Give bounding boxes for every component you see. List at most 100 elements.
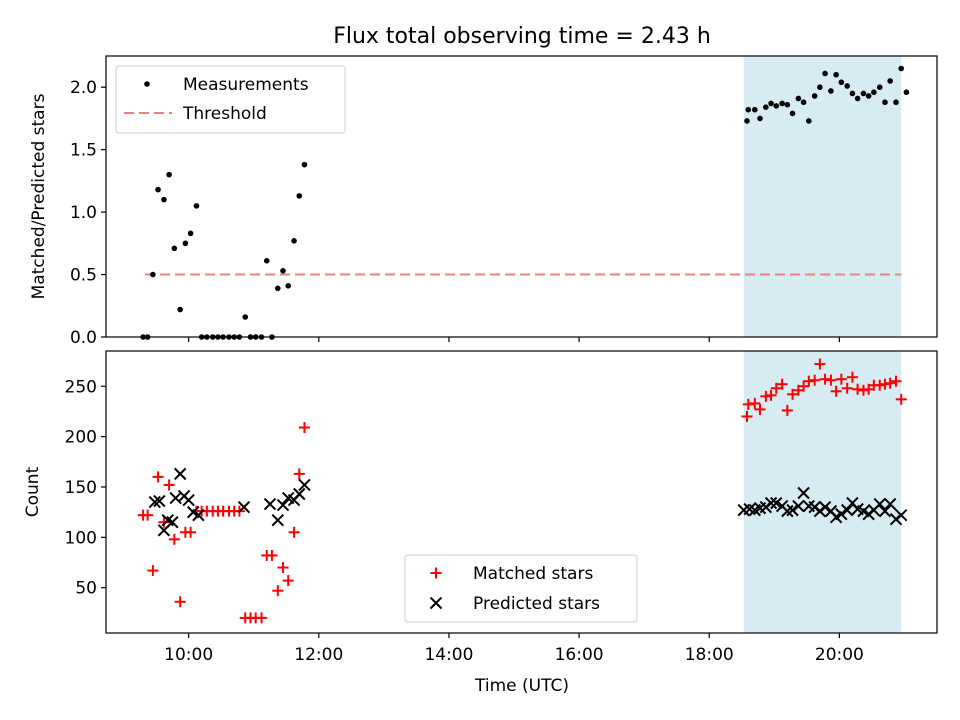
legend-predicted-label: Predicted stars xyxy=(473,594,600,614)
measurement-point xyxy=(800,99,807,106)
predicted-star-point xyxy=(263,497,277,511)
count-panel-frame xyxy=(105,350,938,634)
measurement-point xyxy=(296,193,303,199)
measurement-point xyxy=(828,88,834,94)
matched-star-point xyxy=(819,373,831,385)
measurement-point xyxy=(182,240,189,247)
predicted-star-point xyxy=(818,500,832,514)
predicted-star-point xyxy=(873,497,886,511)
x-axis-label: Time (UTC) xyxy=(474,676,569,696)
y-tick-label: 0.0 xyxy=(70,328,97,348)
matched-star-point xyxy=(174,596,186,608)
matched-star-point xyxy=(787,388,799,400)
count-panel: 50 100 150 200 250 10:00 12:00 14:00 16:00 18:00… xyxy=(23,350,938,696)
measurement-point xyxy=(887,78,893,84)
predicted-star-point xyxy=(797,486,810,500)
predicted-star-point xyxy=(271,513,285,527)
matched-star-point xyxy=(852,383,864,395)
y-tick-label: 1.5 xyxy=(70,141,97,161)
matched-star-point xyxy=(277,562,289,574)
legend-matched-marker xyxy=(430,567,442,579)
matched-star-point xyxy=(754,403,766,415)
predicted-star-point xyxy=(166,516,179,529)
matched-star-point xyxy=(293,468,305,480)
legend-predicted-marker xyxy=(429,596,443,610)
predicted-star-point xyxy=(276,498,290,512)
x-tick-label: 10:00 xyxy=(164,645,213,665)
matched-star-point xyxy=(158,516,170,528)
matched-star-point xyxy=(770,382,782,394)
measurement-point xyxy=(811,93,818,99)
y-tick-label: 200 xyxy=(65,428,97,448)
y-tick-label: 50 xyxy=(75,579,97,599)
measurement-point xyxy=(806,118,812,124)
x-tick-label: 12:00 xyxy=(294,645,343,665)
measurement-point xyxy=(745,106,752,113)
predicted-star-point xyxy=(173,467,187,481)
measurement-point xyxy=(822,70,828,77)
count-legend: Matched stars Predicted stars xyxy=(404,554,638,623)
predicted-star-point xyxy=(153,494,166,508)
measurement-point xyxy=(784,101,791,108)
measurement-point xyxy=(150,271,156,278)
predicted-star-points xyxy=(148,467,908,537)
ratio-y-axis-label: Matched/Predicted stars xyxy=(29,93,49,299)
measurement-point xyxy=(882,99,888,106)
measurement-point xyxy=(898,65,905,72)
matched-star-point xyxy=(266,549,278,561)
measurement-point xyxy=(773,103,780,109)
predicted-star-point xyxy=(148,495,162,509)
matched-star-point xyxy=(776,378,788,390)
matched-star-point xyxy=(809,374,821,386)
ratio-panel-frame xyxy=(105,55,938,338)
ratio-legend: Measurements Threshold xyxy=(115,65,346,134)
measurement-point xyxy=(187,230,194,237)
measurement-point xyxy=(301,161,308,168)
matched-star-point xyxy=(879,378,891,390)
measurement-point xyxy=(779,100,785,107)
matched-star-point xyxy=(760,390,772,402)
matched-star-point xyxy=(185,526,197,538)
observing-window-shade xyxy=(743,56,902,337)
y-tick-label: 250 xyxy=(65,377,97,397)
matched-star-point xyxy=(142,509,154,521)
measurement-point xyxy=(817,84,823,91)
matched-star-point xyxy=(781,404,793,416)
measurement-point xyxy=(291,238,297,244)
x-tick-label: 20:00 xyxy=(815,645,864,665)
measurement-point xyxy=(795,95,802,102)
measurement-point xyxy=(751,106,758,113)
measurement-point xyxy=(854,95,861,102)
predicted-star-point xyxy=(786,503,799,517)
y-tick-label: 0.5 xyxy=(70,266,97,286)
ratio-legend-box xyxy=(115,65,346,134)
measurement-point xyxy=(763,104,769,111)
measurement-point xyxy=(865,93,872,99)
legend-matched-label: Matched stars xyxy=(473,564,593,584)
ratio-y-ticks: 0.0 0.5 1.0 1.5 2.0 xyxy=(70,78,106,348)
matched-star-point xyxy=(298,422,310,434)
predicted-star-point xyxy=(792,499,805,513)
measurement-point xyxy=(849,90,856,97)
matched-star-point xyxy=(841,382,853,394)
predicted-star-point xyxy=(883,497,897,511)
matched-star-point xyxy=(846,371,858,383)
legend-measurement-marker xyxy=(144,81,150,87)
measurement-point xyxy=(171,245,178,252)
count-y-axis-label: Count xyxy=(23,466,43,517)
measurement-point xyxy=(263,258,270,264)
measurement-point xyxy=(833,71,839,78)
matched-star-point xyxy=(147,565,159,577)
predicted-star-point xyxy=(237,500,251,514)
measurement-point xyxy=(838,79,845,86)
legend-predicted-cross xyxy=(429,596,443,610)
matched-star-point xyxy=(168,533,180,545)
measurement-point xyxy=(744,118,750,124)
x-tick-label: 16:00 xyxy=(555,645,604,665)
count-y-ticks: 50 100 150 200 250 xyxy=(65,377,106,599)
measurement-point xyxy=(860,90,867,97)
ratio-panel: 0.00.51.01.52.0 Matched/Predicted stars … xyxy=(29,55,938,348)
matched-star-point xyxy=(895,393,907,405)
measurement-point xyxy=(789,110,796,117)
